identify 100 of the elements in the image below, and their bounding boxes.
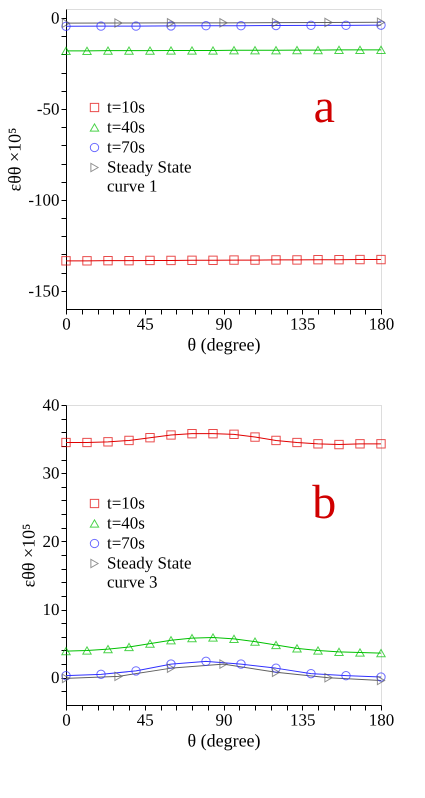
point <box>62 18 70 28</box>
point <box>219 659 228 669</box>
legend-label: t=70s <box>107 138 145 156</box>
point <box>376 672 386 682</box>
legend-label: Steady State curve 3 <box>107 554 192 592</box>
point <box>376 254 386 264</box>
point <box>229 430 239 439</box>
point <box>271 640 281 650</box>
x-axis-title: θ (degree) <box>187 730 261 750</box>
x-tick-label: 45 <box>136 710 154 730</box>
point <box>292 644 302 653</box>
point <box>355 648 365 657</box>
point <box>334 648 344 656</box>
point <box>313 46 323 54</box>
point <box>187 256 197 265</box>
point <box>355 254 365 264</box>
point <box>82 46 92 55</box>
point <box>306 20 316 30</box>
point <box>96 670 106 679</box>
point <box>219 18 228 28</box>
point <box>166 21 176 31</box>
point <box>334 440 344 450</box>
point <box>166 664 176 673</box>
point <box>272 18 280 28</box>
point <box>145 433 155 442</box>
point <box>271 255 281 265</box>
point <box>61 256 71 266</box>
x-axis-title: θ (degree) <box>187 334 261 354</box>
point <box>292 255 302 265</box>
point <box>271 436 281 446</box>
point <box>229 255 239 265</box>
point <box>271 20 281 30</box>
point <box>187 634 197 642</box>
y-tick-label: 10 <box>42 600 60 620</box>
point <box>376 649 386 658</box>
point <box>250 46 260 54</box>
point <box>355 46 365 54</box>
point <box>82 256 92 266</box>
point <box>313 646 323 655</box>
point <box>208 46 218 55</box>
point <box>62 674 70 684</box>
point <box>187 428 197 438</box>
point <box>271 46 281 54</box>
point <box>250 637 260 646</box>
point <box>187 46 197 55</box>
point <box>208 256 218 265</box>
point <box>166 430 176 440</box>
annotation: b <box>312 476 336 529</box>
point <box>61 46 71 55</box>
point <box>61 438 71 448</box>
point <box>341 671 351 680</box>
y-tick-label: -150 <box>28 281 60 300</box>
point <box>166 636 176 644</box>
point <box>82 438 92 448</box>
y-axis-title: εθθ ×10⁵ <box>4 128 24 192</box>
x-tick-label: 180 <box>368 710 394 730</box>
point <box>82 646 92 655</box>
point <box>166 18 176 28</box>
x-tick-label: 45 <box>136 314 154 334</box>
point <box>166 46 176 55</box>
point <box>131 666 141 676</box>
point <box>313 255 323 264</box>
point <box>341 20 351 30</box>
point <box>145 46 155 55</box>
legend-label: t=40s <box>107 514 145 532</box>
point <box>145 256 155 266</box>
legend-label: t=10s <box>107 494 145 512</box>
point <box>166 256 176 266</box>
point <box>124 436 134 446</box>
point <box>306 668 316 678</box>
legend-label: Steady State curve 1 <box>107 158 192 196</box>
point <box>61 647 71 656</box>
x-tick-label: 90 <box>216 710 232 730</box>
point <box>131 21 141 31</box>
y-tick-label: 0 <box>51 668 60 688</box>
point <box>376 18 386 27</box>
legend-label: t=10s <box>107 98 145 116</box>
legend-label: t=40s <box>107 118 145 136</box>
y-tick-label: -100 <box>28 190 60 210</box>
annotation: a <box>314 80 335 133</box>
point <box>166 659 176 669</box>
point <box>236 21 246 30</box>
point <box>96 21 106 31</box>
point <box>61 22 71 31</box>
point <box>236 659 246 669</box>
point <box>103 256 113 266</box>
point <box>61 671 71 680</box>
point <box>124 642 134 652</box>
y-tick-label: 20 <box>42 532 60 551</box>
y-tick-label: -50 <box>36 100 60 118</box>
point <box>376 20 386 30</box>
point <box>334 255 344 264</box>
point <box>145 640 155 648</box>
point <box>208 428 218 438</box>
y-axis-title: εθθ ×10⁵ <box>18 524 38 588</box>
point <box>271 664 281 673</box>
point <box>229 634 239 643</box>
point <box>124 46 134 55</box>
x-tick-label: 135 <box>290 710 316 730</box>
y-tick-label: 0 <box>51 8 60 28</box>
